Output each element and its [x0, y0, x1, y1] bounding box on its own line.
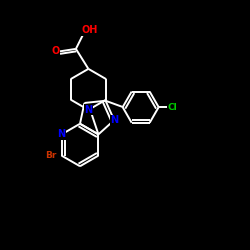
- Text: O: O: [51, 46, 59, 56]
- Text: Br: Br: [45, 151, 56, 160]
- Text: Cl: Cl: [167, 103, 177, 112]
- Text: N: N: [84, 105, 92, 115]
- Text: N: N: [58, 130, 66, 140]
- Text: N: N: [110, 115, 118, 125]
- Text: OH: OH: [82, 25, 98, 35]
